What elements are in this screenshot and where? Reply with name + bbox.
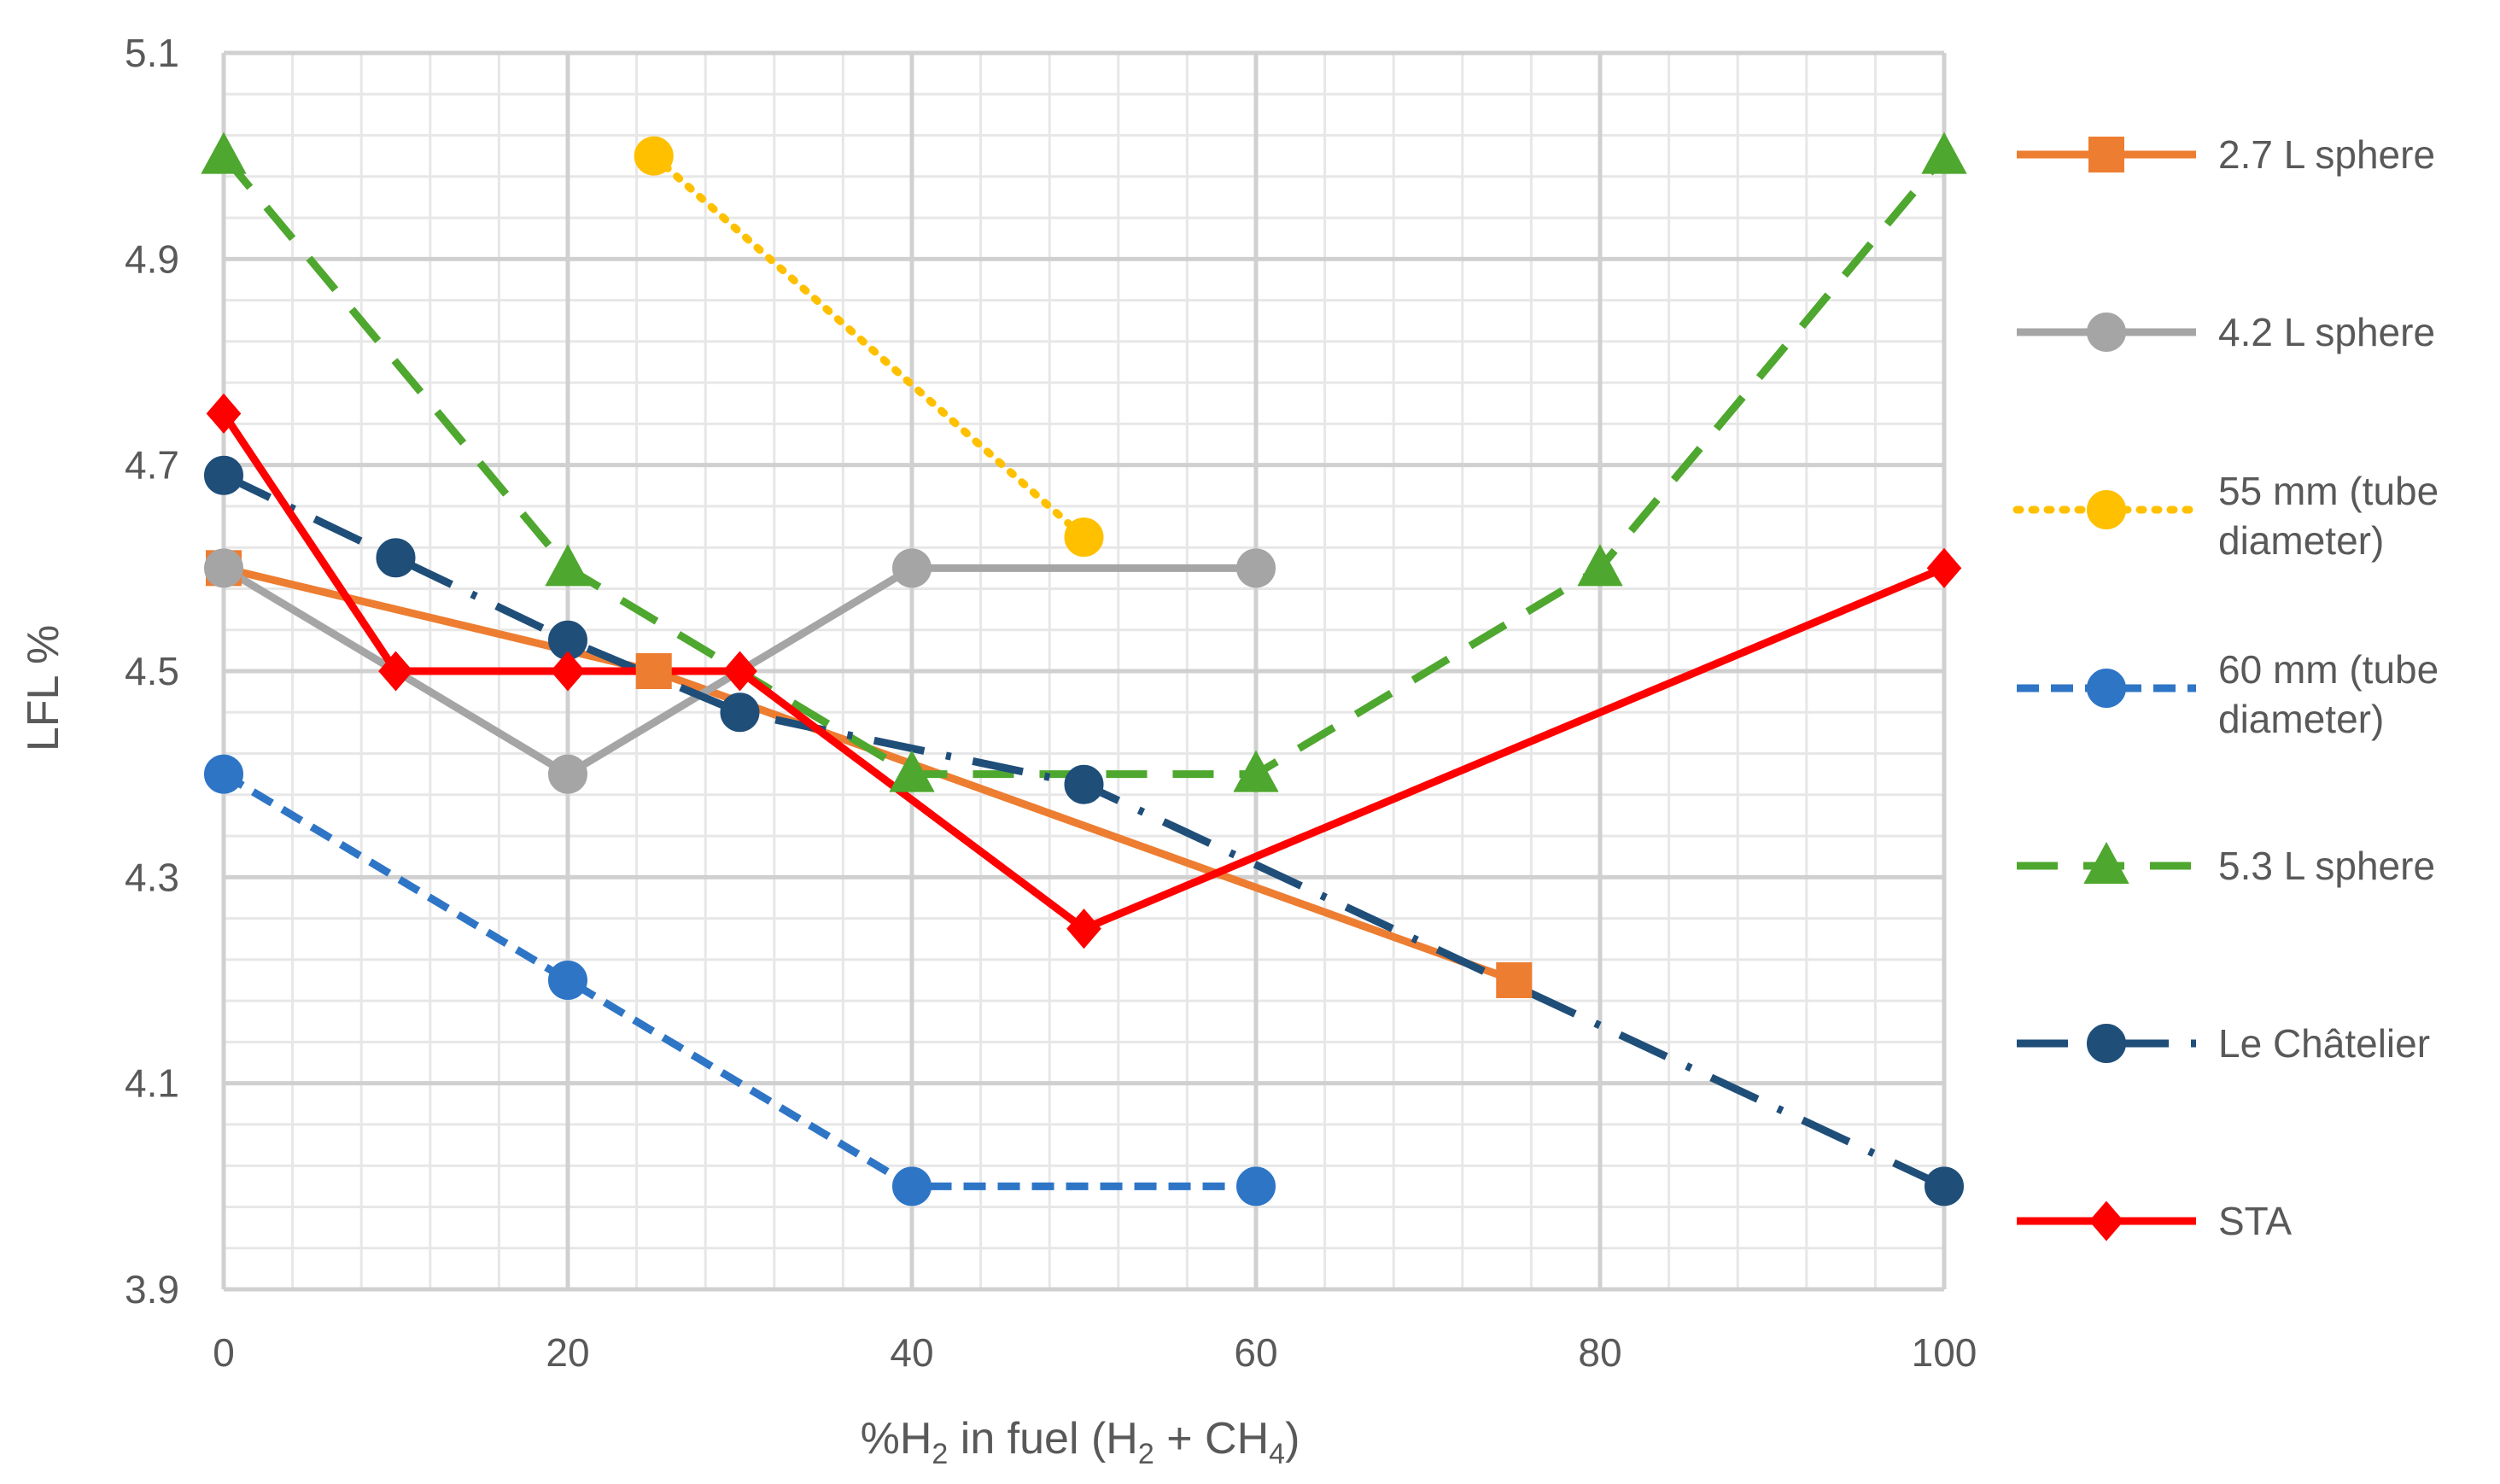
legend-label-60-mm-tube-diameter: 60 mm (tube diameter): [2218, 647, 2439, 741]
y-axis-tick-labels: 3.9 4.1 4.3 4.5 4.7 4.9 5.1: [125, 31, 179, 1312]
y-tick-label: 4.9: [125, 237, 179, 281]
data-point-sta: [378, 651, 413, 692]
legend-item-60-mm-tube-diameter: 60 mm (tube diameter): [2017, 647, 2439, 741]
legend-item-4-2-l-sphere: 4.2 L sphere: [2017, 310, 2435, 354]
data-point-60-mm-tube-diameter: [1236, 1166, 1276, 1206]
data-point-le-ch-telier: [204, 455, 243, 495]
legend-label-le-ch-telier: Le Châtelier: [2218, 1021, 2430, 1066]
data-point-5-3-l-sphere: [201, 131, 247, 174]
series-markers: [201, 131, 1967, 1206]
data-point-5-3-l-sphere: [1233, 750, 1279, 792]
data-point-2-7-l-sphere: [1496, 962, 1533, 998]
x-tick-label: 20: [546, 1330, 589, 1375]
legend-marker-sta: [2088, 1201, 2124, 1242]
x-tick-label: 40: [890, 1330, 933, 1375]
y-tick-label: 3.9: [125, 1267, 179, 1312]
series-line-55-mm-tube-diameter: [650, 152, 1088, 541]
data-point-le-ch-telier: [1064, 764, 1104, 804]
y-tick-label: 4.3: [125, 855, 179, 899]
x-tick-label: 100: [1912, 1330, 1977, 1375]
data-point-2-7-l-sphere: [635, 653, 672, 689]
legend-marker-60-mm-tube-diameter: [2087, 669, 2126, 708]
data-point-4-2-l-sphere: [1236, 548, 1276, 588]
data-point-5-3-l-sphere: [1921, 131, 1967, 174]
x-tick-label: 80: [1578, 1330, 1621, 1375]
data-point-55-mm-tube-diameter: [1064, 517, 1104, 558]
data-point-4-2-l-sphere: [548, 754, 587, 794]
data-point-le-ch-telier: [376, 538, 416, 578]
legend-item-5-3-l-sphere: 5.3 L sphere: [2017, 841, 2435, 888]
x-axis-title: %H2 in fuel (H2 + CH4): [861, 1414, 1300, 1470]
series-line-60-mm-tube-diameter: [221, 770, 1256, 1190]
data-point-sta: [722, 651, 757, 692]
data-point-60-mm-tube-diameter: [548, 961, 587, 1000]
major-gridlines: [221, 50, 1947, 1292]
data-point-60-mm-tube-diameter: [892, 1166, 932, 1206]
data-point-5-3-l-sphere: [1577, 544, 1623, 587]
legend-marker-4-2-l-sphere: [2087, 313, 2126, 352]
y-tick-label: 5.1: [125, 31, 179, 75]
legend-label-sta: STA: [2218, 1199, 2292, 1243]
legend-item-sta: STA: [2017, 1199, 2292, 1243]
legend-item-le-ch-telier: Le Châtelier: [2017, 1021, 2430, 1066]
x-tick-label: 0: [213, 1330, 235, 1375]
legend-label-4-2-l-sphere: 4.2 L sphere: [2218, 310, 2435, 354]
data-point-5-3-l-sphere: [545, 544, 591, 587]
data-point-sta: [1066, 909, 1101, 949]
x-axis-tick-labels: 0 20 40 60 80 100: [213, 1330, 1977, 1375]
y-tick-label: 4.1: [125, 1061, 179, 1106]
data-point-le-ch-telier: [1925, 1166, 1964, 1206]
legend-label-55-mm-tube-diameter: 55 mm (tube diameter): [2218, 469, 2439, 563]
legend-label-2-7-l-sphere: 2.7 L sphere: [2218, 132, 2435, 177]
data-point-sta: [206, 393, 242, 434]
data-point-le-ch-telier: [720, 692, 760, 733]
legend-marker-le-ch-telier: [2087, 1024, 2126, 1063]
y-axis-title: LFL %: [19, 625, 68, 751]
data-point-4-2-l-sphere: [204, 548, 243, 588]
legend-item-2-7-l-sphere: 2.7 L sphere: [2017, 132, 2435, 177]
legend-marker-55-mm-tube-diameter: [2087, 490, 2126, 529]
data-point-sta: [1926, 547, 1962, 588]
data-point-55-mm-tube-diameter: [634, 136, 674, 176]
legend-item-55-mm-tube-diameter: 55 mm (tube diameter): [2012, 469, 2439, 563]
x-tick-label: 60: [1234, 1330, 1277, 1375]
data-point-5-3-l-sphere: [889, 750, 935, 792]
data-point-60-mm-tube-diameter: [204, 754, 243, 794]
data-point-4-2-l-sphere: [892, 548, 932, 588]
y-tick-label: 4.5: [125, 649, 179, 693]
data-point-sta: [550, 651, 586, 692]
legend-marker-2-7-l-sphere: [2088, 137, 2124, 172]
legend-marker-5-3-l-sphere: [2083, 841, 2129, 884]
legend: 2.7 L sphere 4.2 L sphere 55 mm (tube diame…: [2012, 132, 2439, 1243]
legend-label-5-3-l-sphere: 5.3 L sphere: [2218, 844, 2435, 888]
y-tick-label: 4.7: [125, 443, 179, 488]
